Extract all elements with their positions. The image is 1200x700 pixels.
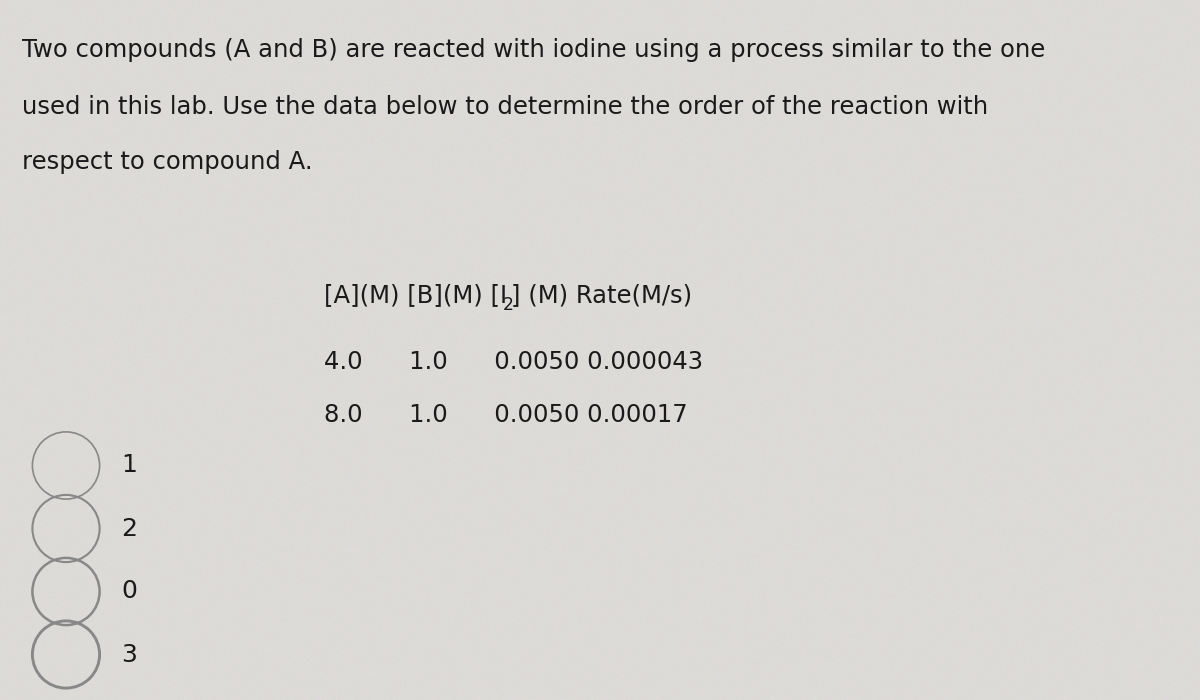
Text: used in this lab. Use the data below to determine the order of the reaction with: used in this lab. Use the data below to … [22, 94, 988, 118]
Text: 1: 1 [121, 454, 137, 477]
Text: 8.0      1.0      0.0050 0.00017: 8.0 1.0 0.0050 0.00017 [324, 402, 688, 426]
Text: 0: 0 [121, 580, 137, 603]
Text: 2: 2 [503, 296, 514, 314]
Text: respect to compound A.: respect to compound A. [22, 150, 312, 174]
Text: Two compounds (A and B) are reacted with iodine using a process similar to the o: Two compounds (A and B) are reacted with… [22, 38, 1045, 62]
Text: [A](M) [B](M) [I: [A](M) [B](M) [I [324, 284, 508, 307]
Text: 4.0      1.0      0.0050 0.000043: 4.0 1.0 0.0050 0.000043 [324, 350, 703, 374]
Text: ] (M) Rate(M/s): ] (M) Rate(M/s) [511, 284, 692, 307]
Text: 3: 3 [121, 643, 137, 666]
Text: 2: 2 [121, 517, 137, 540]
